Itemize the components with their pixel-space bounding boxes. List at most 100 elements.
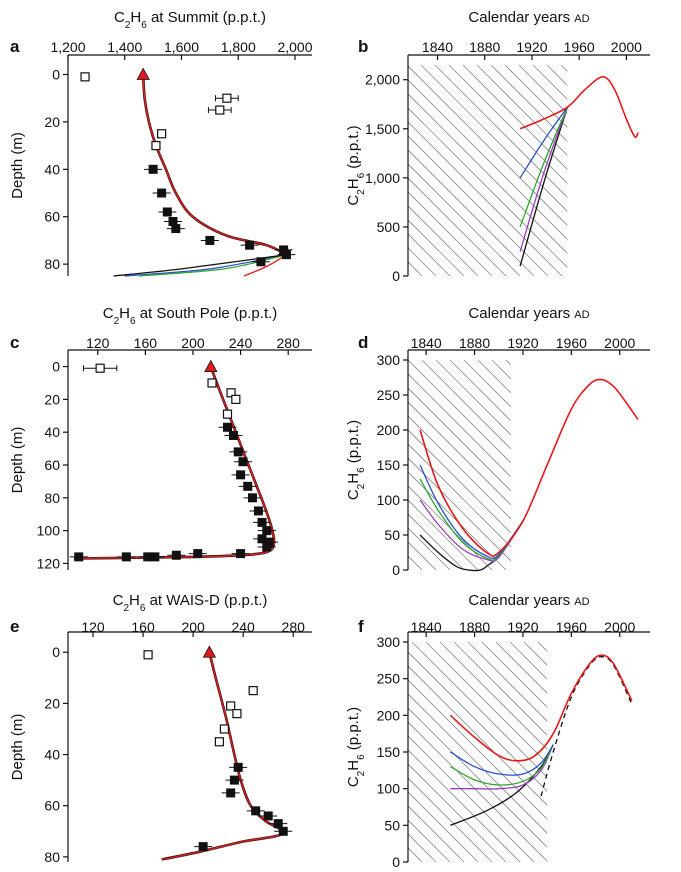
- open-square-point: [222, 93, 232, 103]
- hatch-line: [617, 65, 681, 276]
- hatch-line: [659, 65, 681, 276]
- x-tick-label: 1840: [411, 619, 442, 635]
- y-tick-label: 150: [377, 457, 401, 473]
- y-tick-label: 20: [44, 114, 60, 130]
- hatch-line: [589, 65, 681, 276]
- x-tick-label: 1,600: [164, 39, 199, 55]
- hatch-line: [408, 735, 535, 862]
- title-segment: H: [130, 9, 141, 26]
- x-tick-label: 2000: [604, 619, 635, 635]
- y-tick-label: 60: [44, 457, 60, 473]
- hatch-line: [408, 485, 493, 570]
- hatch-line: [408, 471, 507, 570]
- filled-square-point: [171, 224, 181, 234]
- y-tick-label: 1,000: [365, 170, 400, 186]
- x-tick-label: 1,200: [50, 39, 85, 55]
- open-square-point: [248, 686, 258, 696]
- title-segment: Calendar years: [468, 9, 574, 26]
- hatch-line: [476, 65, 568, 156]
- panel-letter: c: [10, 333, 19, 352]
- filled-square-point: [273, 819, 283, 829]
- hatch-line: [408, 177, 507, 276]
- x-tick-label: 1880: [459, 335, 490, 351]
- y-tick-label: 40: [44, 424, 60, 440]
- y-tick-label: 0: [392, 854, 400, 870]
- filled-square-point: [264, 537, 274, 547]
- title-segment: C: [345, 776, 362, 787]
- y-tick-label: 200: [377, 707, 401, 723]
- y-tick-label: 0: [52, 644, 60, 660]
- x-tick-label: 1840: [422, 39, 453, 55]
- hatch-line: [467, 642, 548, 722]
- hatch-line: [408, 721, 548, 862]
- x-tick-label: 120: [86, 335, 110, 351]
- panel-d: d Calendar years AD 1840 1880 1920 1960 2000 0 5…: [345, 305, 681, 578]
- hatch-line: [408, 373, 511, 478]
- hatch-line: [408, 107, 568, 268]
- hatch-line: [408, 805, 465, 862]
- title-segment: C: [345, 489, 362, 500]
- hatch-line: [408, 247, 437, 276]
- filled-square-point: [121, 552, 131, 562]
- hatch-line: [534, 360, 681, 570]
- y-tick-label: 100: [377, 781, 401, 797]
- y-axis-title: C2H6 (p.p.t.): [345, 420, 367, 500]
- hatch-line: [491, 360, 511, 380]
- y-tick-label: 80: [44, 256, 60, 272]
- hatch-line: [481, 642, 548, 708]
- x-tick-label: 240: [229, 335, 253, 351]
- y-axis-title: Depth (m): [9, 714, 26, 781]
- title-segment: (p.p.t.): [345, 420, 362, 468]
- x-tick-label: 280: [277, 335, 301, 351]
- x-tick-label: 1920: [507, 619, 538, 635]
- hatch-line: [546, 65, 568, 86]
- panel-f: f Calendar years AD 1840 1880 1920 1960 2000 0 5…: [345, 592, 681, 870]
- panel-a: a C2H6 at Summit (p.p.t.) 1,200 1,400 1,600 1…: [9, 9, 313, 277]
- filled-square-point: [262, 526, 272, 536]
- hatch-line: [518, 65, 568, 114]
- filled-square-point: [233, 447, 243, 457]
- series-line-red: [419, 378, 639, 557]
- hatch-line: [650, 642, 681, 862]
- open-square-point: [157, 129, 167, 139]
- filled-square-point: [143, 552, 153, 562]
- hatch-line: [408, 191, 493, 276]
- hatch-line: [408, 135, 549, 276]
- x-tick-label: 2000: [611, 39, 642, 55]
- x-axis-title: C2H6 at Summit (p.p.t.): [114, 9, 266, 31]
- open-square-point: [95, 363, 105, 373]
- filled-square-point: [257, 517, 267, 527]
- hatch-line: [408, 387, 511, 492]
- x-tick-label: 120: [81, 619, 105, 635]
- hatch-line: [408, 791, 479, 862]
- y-tick-label: 40: [44, 161, 60, 177]
- fit-tail-blue: [124, 254, 287, 277]
- filled-square-point: [74, 552, 84, 562]
- x-axis-title: Calendar years AD: [468, 9, 589, 26]
- open-square-point: [215, 105, 225, 115]
- hatch-line: [411, 642, 548, 778]
- series-line-purple: [419, 499, 524, 563]
- hatch-line: [622, 642, 681, 862]
- hatch-line: [664, 642, 681, 862]
- title-segment: H: [345, 178, 362, 189]
- hatched-region: [408, 642, 681, 862]
- hatch-line: [448, 65, 568, 184]
- y-axis-title: C2H6 (p.p.t.): [345, 125, 367, 205]
- open-square-point: [143, 650, 153, 660]
- hatch-line: [646, 360, 681, 570]
- y-tick-label: 250: [377, 671, 401, 687]
- x-tick-label: 1920: [516, 39, 547, 55]
- y-tick-label: 20: [44, 695, 60, 711]
- hatch-line: [548, 360, 681, 570]
- filled-square-point: [228, 430, 238, 440]
- x-tick-label: 1880: [459, 619, 490, 635]
- hatch-line: [408, 443, 511, 548]
- series-line-purple: [519, 106, 569, 252]
- series-line-red: [449, 654, 633, 762]
- triangle-marker: [202, 645, 217, 658]
- hatch-line: [618, 360, 681, 570]
- hatch-line: [631, 65, 681, 276]
- hatch-line: [576, 360, 681, 570]
- y-tick-label: 60: [44, 209, 60, 225]
